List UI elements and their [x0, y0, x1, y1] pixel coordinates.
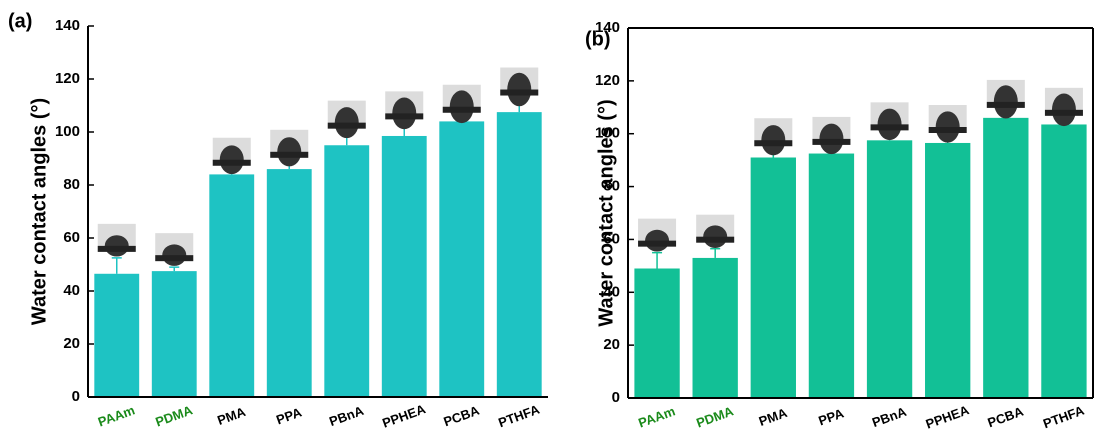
y-tick-label: 40: [63, 282, 80, 299]
bar: [324, 145, 369, 397]
x-tick-label: PMA: [215, 404, 248, 428]
y-tick-label: 80: [603, 178, 620, 195]
substrate: [987, 102, 1025, 108]
y-axis-label: Water contact angles (°): [28, 98, 50, 325]
bar: [152, 271, 197, 397]
y-tick-label: 120: [595, 72, 620, 89]
x-tick-label: PAAm: [96, 402, 137, 429]
bar: [925, 143, 970, 398]
bar: [267, 169, 312, 397]
y-tick-label: 80: [63, 176, 80, 193]
y-tick-label: 60: [603, 230, 620, 247]
substrate: [754, 140, 792, 146]
x-tick-label: PCBA: [986, 403, 1026, 430]
substrate: [696, 237, 734, 243]
substrate: [1045, 110, 1083, 116]
x-tick-label: PPA: [816, 405, 846, 428]
bar: [634, 269, 679, 399]
x-tick-label: PCBA: [442, 402, 482, 429]
y-tick-label: 100: [595, 125, 620, 142]
x-tick-label: PTHFA: [1041, 402, 1087, 431]
y-tick-label: 140: [595, 19, 620, 36]
y-tick-label: 20: [63, 335, 80, 352]
x-tick-label: PPHEA: [380, 401, 428, 431]
substrate: [155, 255, 193, 261]
bar: [94, 274, 139, 397]
bar: [751, 158, 796, 399]
x-tick-label: PDMA: [153, 402, 195, 429]
substrate: [500, 90, 538, 96]
y-tick-label: 20: [603, 336, 620, 353]
y-tick-label: 140: [55, 17, 80, 34]
bar: [439, 121, 484, 397]
x-tick-label: PPA: [274, 404, 304, 427]
x-tick-label: PBnA: [870, 404, 909, 430]
x-tick-label: PBnA: [327, 403, 366, 429]
bar: [209, 174, 254, 397]
droplet: [335, 107, 359, 138]
substrate: [328, 123, 366, 129]
bar: [497, 112, 542, 397]
droplet: [277, 137, 301, 166]
bar: [809, 154, 854, 398]
bar: [693, 258, 738, 398]
x-tick-label: PDMA: [694, 403, 736, 430]
x-tick-label: PAAm: [636, 403, 677, 430]
bar: [867, 140, 912, 398]
substrate: [871, 124, 909, 130]
bar: [983, 118, 1028, 398]
substrate: [812, 139, 850, 145]
substrate: [929, 127, 967, 133]
substrate: [385, 113, 423, 119]
panel-label: (a): [8, 10, 32, 32]
x-tick-label: PTHFA: [496, 401, 542, 430]
x-tick-label: PMA: [757, 405, 790, 429]
y-tick-label: 60: [63, 229, 80, 246]
x-tick-label: PPHEA: [924, 402, 972, 432]
substrate: [638, 241, 676, 247]
y-tick-label: 40: [603, 283, 620, 300]
substrate: [443, 107, 481, 113]
figure: (a) Water contact angles (°) 0 20 40 60 80 100 1…: [0, 0, 1116, 438]
bar: [382, 136, 427, 397]
substrate: [213, 160, 251, 166]
y-tick-label: 120: [55, 70, 80, 87]
y-tick-label: 0: [72, 388, 80, 405]
y-tick-label: 0: [612, 389, 620, 406]
substrate: [270, 152, 308, 158]
substrate: [98, 246, 136, 252]
bar: [1041, 124, 1086, 398]
y-tick-label: 100: [55, 123, 80, 140]
